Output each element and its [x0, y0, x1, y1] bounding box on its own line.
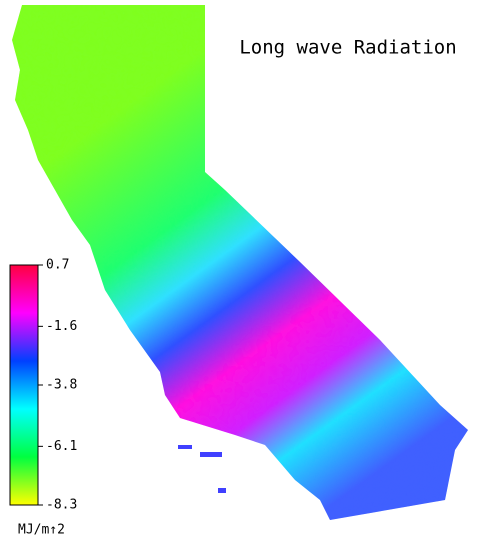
- colorbar-tick-label: -3.8: [46, 378, 77, 393]
- colorbar-label: MJ/m↑2: [18, 523, 65, 538]
- channel-islands: [178, 445, 226, 493]
- colorbar: [9, 264, 39, 506]
- colorbar-tick-label: -6.1: [46, 439, 77, 454]
- colorbar-tick-label: 0.7: [46, 258, 69, 273]
- colorbar-tick-label: -8.3: [46, 498, 77, 513]
- map-title: Long wave Radiation: [239, 37, 456, 59]
- colorbar-tick-label: -1.6: [46, 319, 77, 334]
- state-texture: [12, 5, 468, 520]
